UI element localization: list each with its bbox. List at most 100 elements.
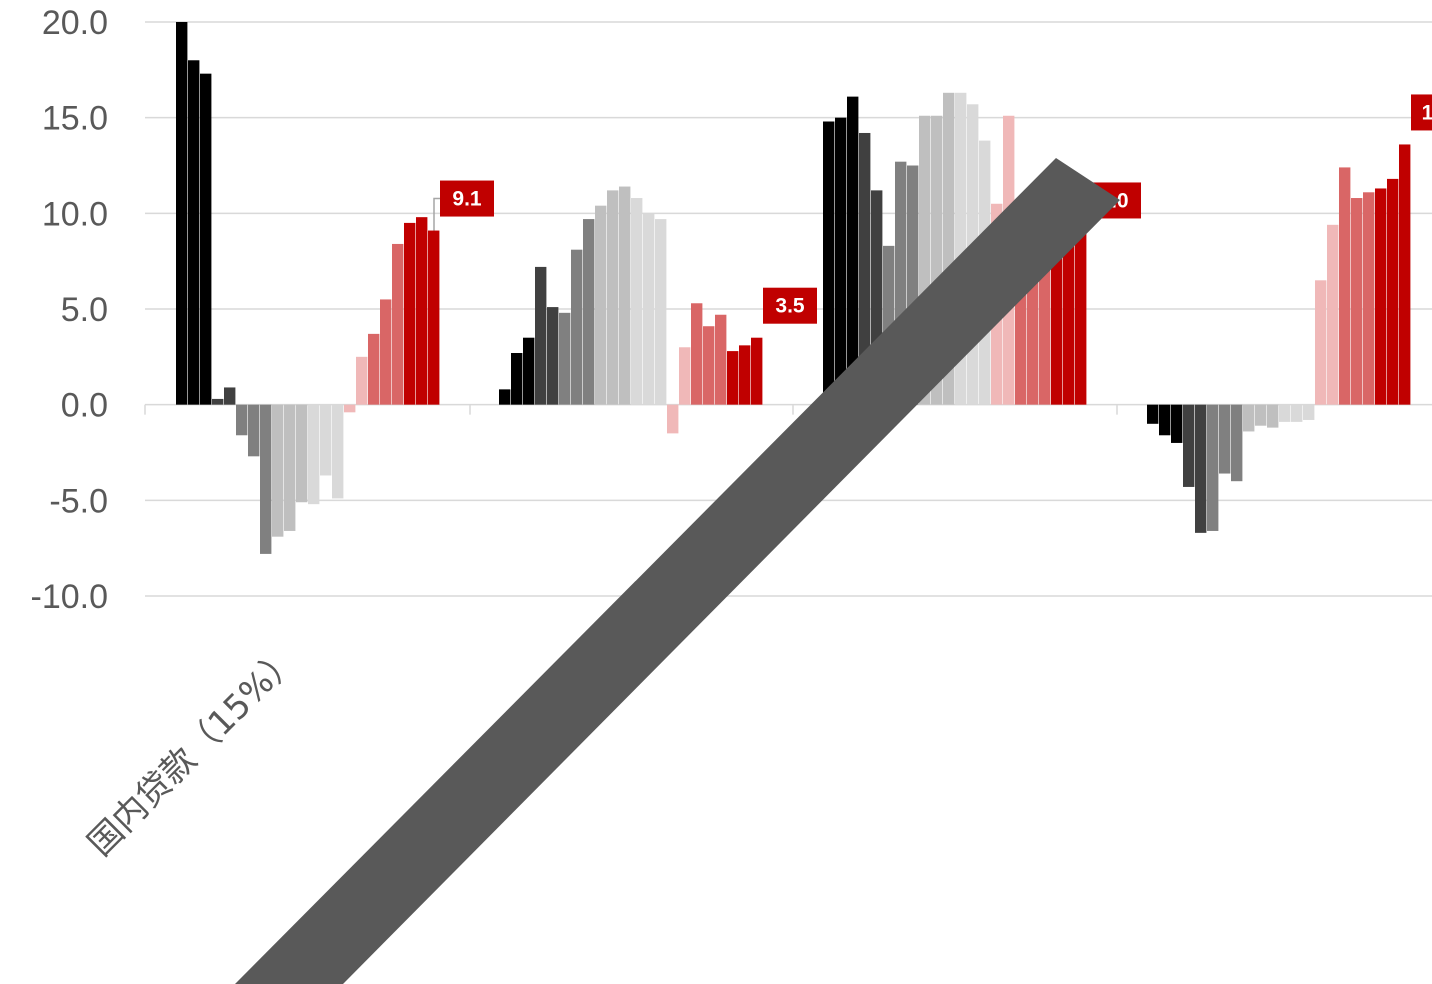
bar [1339,167,1351,405]
y-axis: 20.0 15.0 10.0 5.0 0.0 -5.0 -10.0 [31,4,109,616]
bar [535,266,547,405]
bar [1267,404,1279,428]
bar [1159,404,1171,436]
data-label-box [440,180,494,217]
bar [1183,404,1195,487]
bar [847,96,859,405]
bar [320,404,332,476]
bar [583,219,595,405]
bar [392,243,404,405]
y-tick-label: 5.0 [61,291,108,329]
bar [907,165,919,405]
bar [1063,232,1075,405]
bar [356,356,368,405]
bar [871,190,883,405]
bar [416,217,428,405]
bar [1255,404,1267,426]
bar [1279,404,1291,422]
bar [1051,242,1063,405]
data-label: 13.6 [1422,101,1432,124]
x-axis: 国内贷款（15%） [80,638,306,864]
bar [1363,192,1375,405]
y-tick-label: 10.0 [42,195,108,233]
bar [823,121,835,405]
category-label: 国内贷款（15%） [80,638,306,864]
bar [1039,232,1051,405]
y-tick-label: 20.0 [42,4,108,42]
bar [679,347,691,405]
bar [1399,144,1411,405]
diagonal-mark [235,158,1120,984]
bar [607,190,619,405]
bar [859,132,871,405]
bar [260,404,272,554]
bar [200,73,212,405]
bar [212,398,224,405]
y-tick-label: 0.0 [61,387,108,425]
bar [1015,222,1027,405]
bar [955,92,967,405]
bar [895,161,907,405]
bar [571,249,583,405]
bar [1147,404,1159,424]
bar [691,303,703,405]
bar [619,186,631,405]
bar [1207,404,1219,531]
bar [667,404,679,434]
bar [511,353,523,405]
bar [224,387,236,405]
leader-line [433,197,440,231]
bar [643,213,655,405]
bar [883,245,895,405]
bar [631,198,643,405]
bar [188,60,200,405]
bar [655,219,667,405]
bar [919,115,931,405]
bar [1387,178,1399,405]
bar [931,115,943,405]
bar [727,351,739,405]
bar [1351,198,1363,405]
bar [1219,404,1231,474]
bar [1171,404,1183,443]
bar [751,337,763,405]
data-label: 9.1 [452,188,482,211]
bar [1195,404,1207,533]
bar [559,312,571,405]
y-tick-label: -10.0 [31,578,109,616]
bar [284,404,296,531]
bar [368,333,380,405]
bar [943,92,955,405]
data-label: 3.5 [775,295,805,318]
bar [523,337,535,405]
bar [1291,404,1303,422]
bar [835,117,847,405]
bar [296,404,308,503]
bar [1315,280,1327,405]
bar [236,404,248,436]
bar [428,230,440,405]
bar [248,404,260,457]
bar [380,299,392,405]
data-label-box [763,287,817,324]
bar [1303,404,1315,420]
bar [739,345,751,405]
bar [272,404,284,537]
bar [547,307,559,405]
bar [176,22,188,405]
bar [703,326,715,405]
bar [1075,232,1087,405]
bar [1375,188,1387,405]
bar [332,404,344,499]
y-tick-label: 15.0 [42,100,108,138]
bar [595,205,607,405]
y-tick-label: -5.0 [49,482,108,520]
data-label-box [1411,94,1432,131]
bar [715,314,727,405]
bar [404,222,416,405]
bar [1327,224,1339,405]
bar [344,404,356,413]
bar [1027,232,1039,405]
bar [499,389,511,405]
